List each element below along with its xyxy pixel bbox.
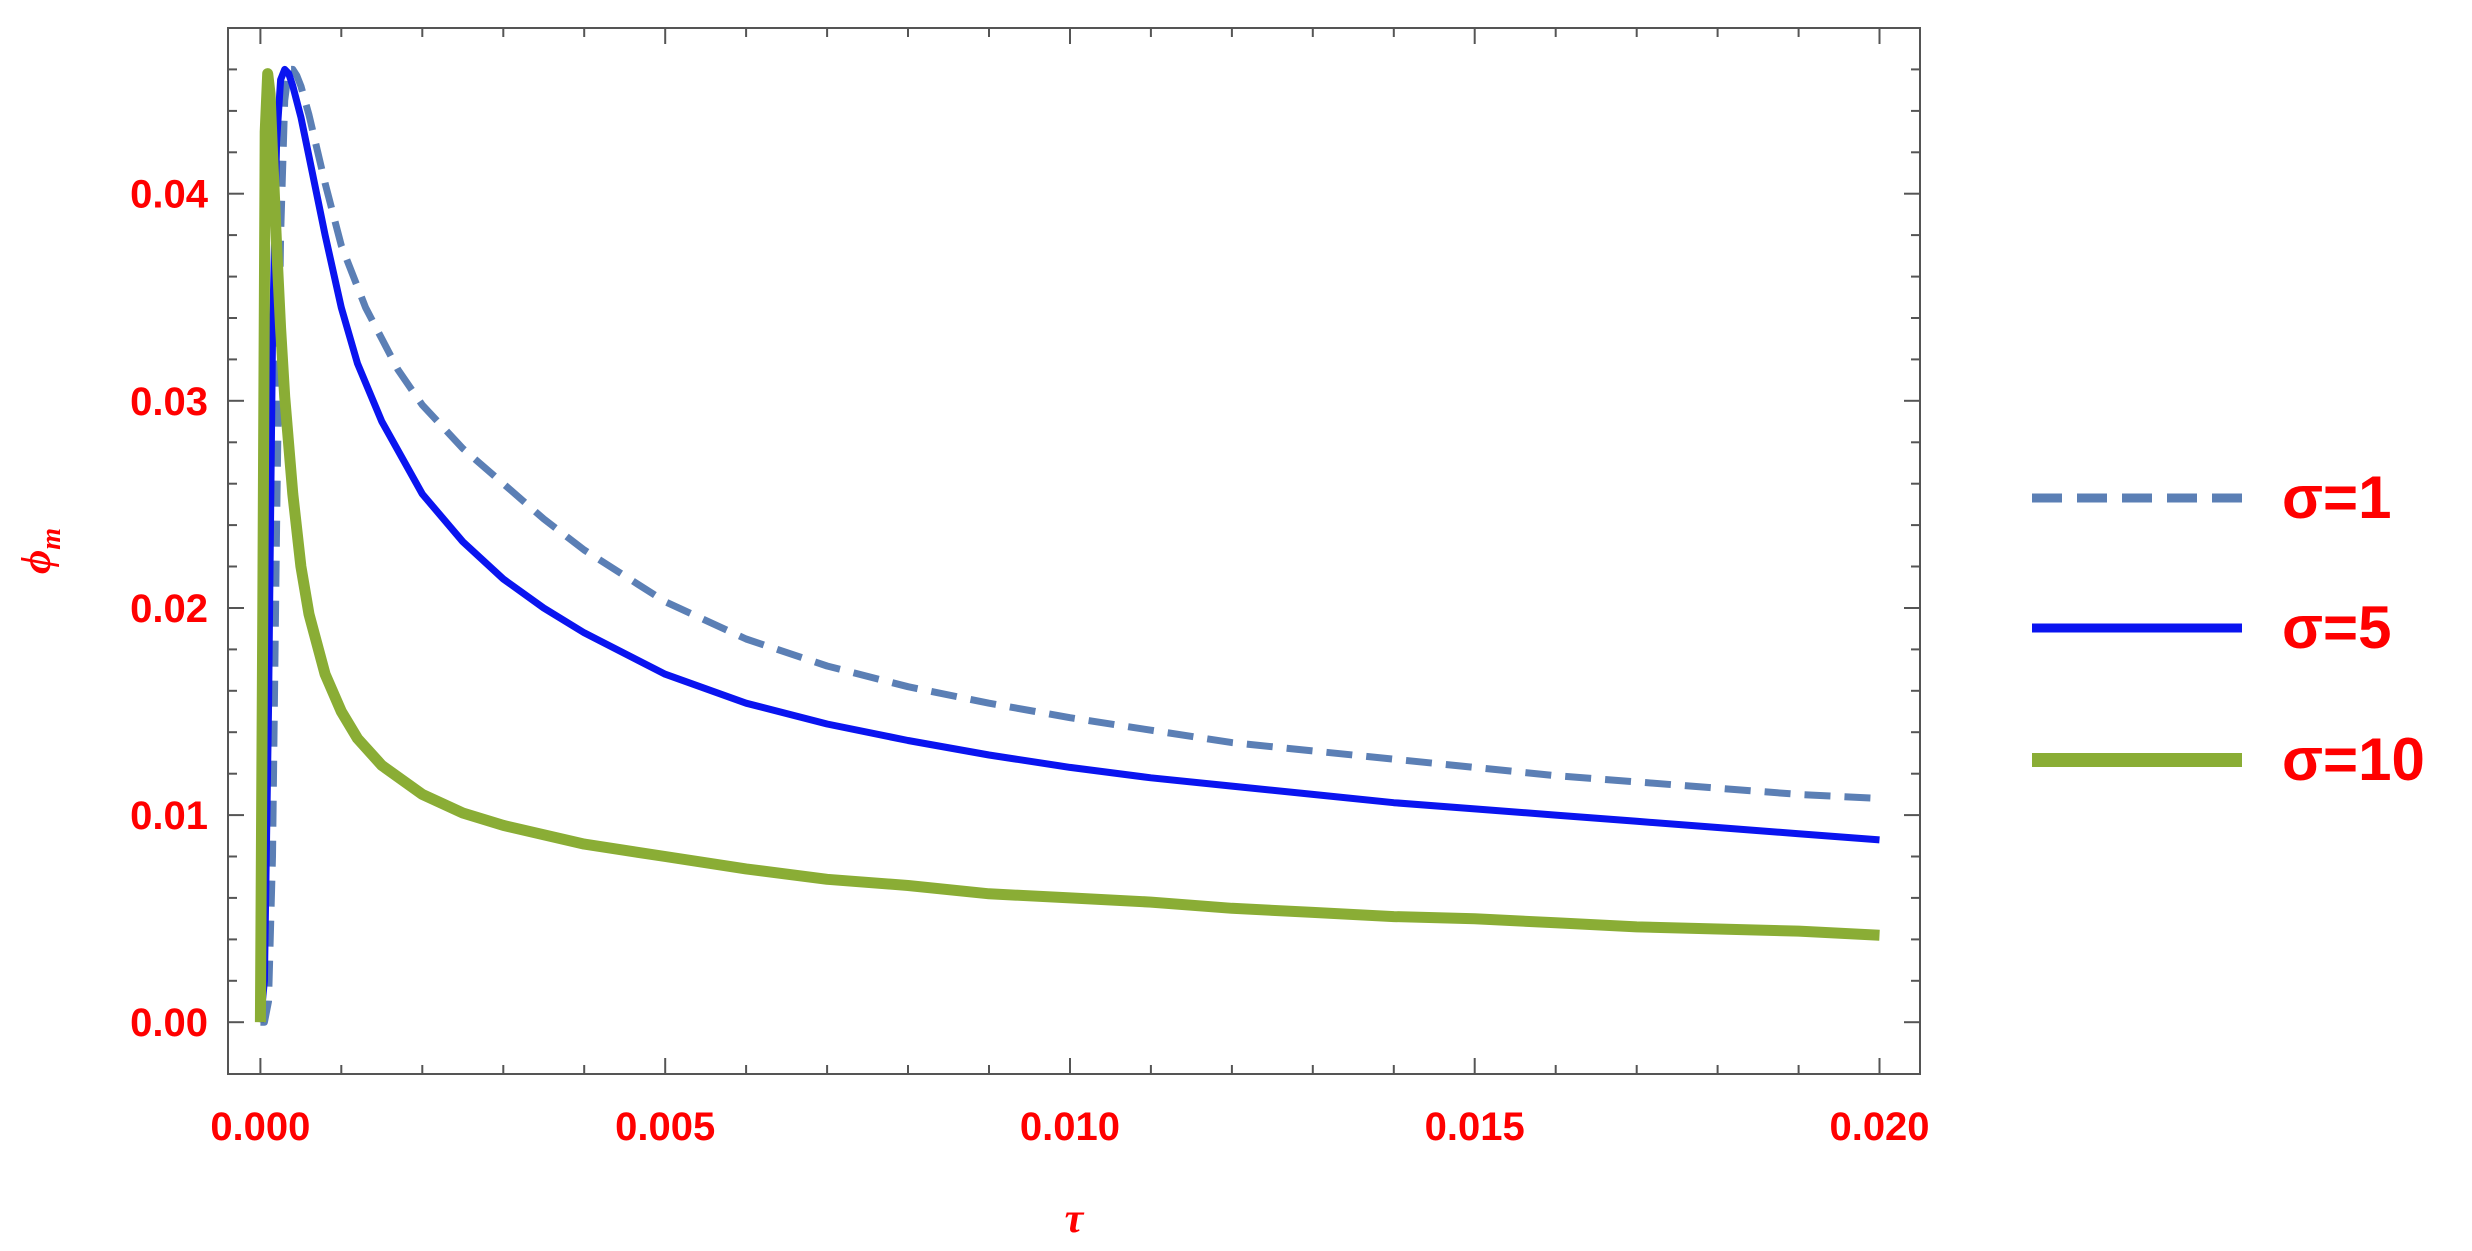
y-axis-label-main: ϕ xyxy=(14,550,60,574)
series-line-10 xyxy=(254,68,1880,1023)
y-tick-labels: 0.00 0.01 0.02 0.03 0.04 xyxy=(130,173,209,1046)
x-tick-label: 0.005 xyxy=(615,1105,715,1149)
axis-ticks xyxy=(228,28,1920,1074)
legend: σ=1 σ=5 σ=10 xyxy=(2032,464,2425,793)
y-tick-label: 0.00 xyxy=(130,1001,208,1045)
x-tick-label: 0.000 xyxy=(210,1105,310,1149)
x-tick-label: 0.010 xyxy=(1020,1105,1120,1149)
y-tick-label: 0.02 xyxy=(130,587,208,631)
y-axis-label-subscript: m xyxy=(36,528,67,550)
series-line-5 xyxy=(256,65,1880,1023)
x-tick-label: 0.020 xyxy=(1829,1105,1929,1149)
legend-label-sigma-5: σ=5 xyxy=(2282,594,2391,661)
legend-label-sigma-1: σ=1 xyxy=(2282,464,2391,531)
y-tick-label: 0.04 xyxy=(130,173,209,217)
y-axis-label: ϕm xyxy=(14,528,67,574)
x-tick-label: 0.015 xyxy=(1425,1105,1525,1149)
series-line-1 xyxy=(260,65,1880,1026)
legend-item: σ=5 xyxy=(2032,594,2391,661)
x-axis-label: τ xyxy=(1065,1196,1085,1242)
plot-frame xyxy=(227,27,1921,1075)
y-tick-label: 0.01 xyxy=(130,794,208,838)
legend-item: σ=1 xyxy=(2032,464,2391,531)
series-layer xyxy=(254,65,1880,1026)
legend-item: σ=10 xyxy=(2032,726,2425,793)
legend-label-sigma-10: σ=10 xyxy=(2282,726,2425,793)
y-tick-label: 0.03 xyxy=(130,380,208,424)
x-tick-labels: 0.000 0.005 0.010 0.015 0.020 xyxy=(210,1105,1929,1149)
